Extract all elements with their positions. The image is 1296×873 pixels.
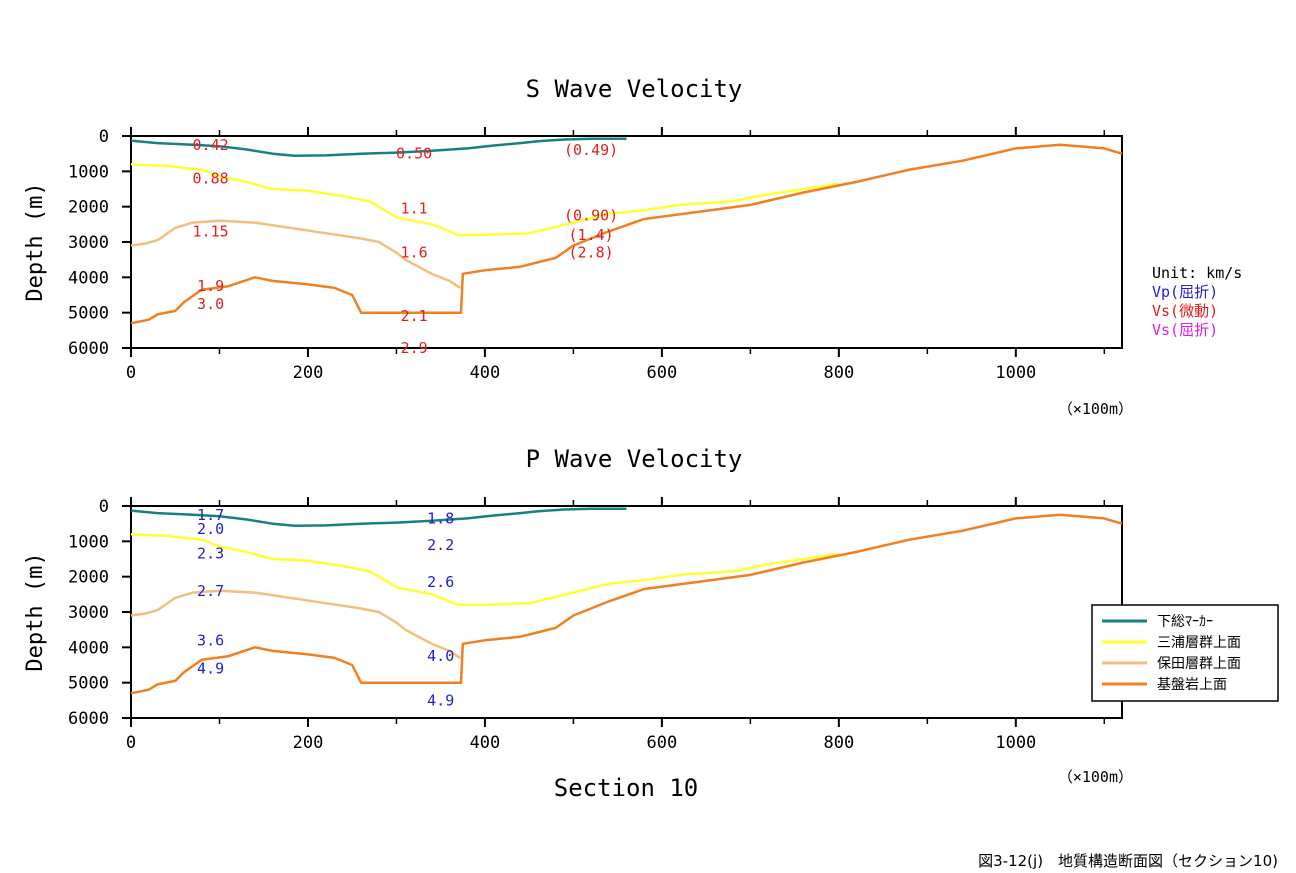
s-wave-velocity-label: (0.90) [564,207,618,225]
p-wave-x-tick-label: 800 [823,733,854,753]
p-wave-velocity-label: 4.9 [427,691,454,709]
s-wave-velocity-label: (1.4) [569,226,614,244]
p-wave-y-tick-label: 5000 [68,674,109,694]
s-wave-series-layer [130,137,1123,325]
s-wave-y-tick-label: 0 [99,127,109,147]
s-wave-y-tick-label: 6000 [68,339,109,359]
p-wave-x-tick-label: 200 [293,733,324,753]
s-wave-title: S Wave Velocity [526,75,743,103]
p-wave-series-line-2 [130,589,461,659]
p-wave-velocity-label: 2.3 [197,545,224,563]
s-wave-x-tick-label: 400 [470,363,501,383]
s-wave-plot-frame [130,135,1123,349]
s-wave-y-tick-label: 5000 [68,304,109,324]
s-wave-velocity-label: 2.9 [401,339,428,357]
p-wave-y-tick-label: 4000 [68,638,109,658]
p-wave-x-tick-label: 1000 [995,733,1036,753]
p-wave-ylabel: Depth (m) [23,552,48,671]
p-wave-series-line-3 [130,513,1123,695]
p-wave-x-unit: （×100m） [1058,768,1133,786]
legend-label: 基盤岩上面 [1157,676,1227,693]
p-wave-series-layer [130,507,1123,695]
p-wave-velocity-label: 4.0 [427,647,454,665]
p-wave-velocity-label: 2.2 [427,536,454,554]
p-wave-annotation-layer: 1.72.0 1.8 2.2 2.3 2.6 2.7 3.6 4.0 4.9 4.9 [197,506,454,710]
s-wave-series-line-1 [130,163,840,237]
p-wave-y-tick-label: 6000 [68,709,109,729]
unit-label: Unit: km/s [1152,264,1242,282]
s-wave-x-tick-label: 0 [126,363,136,383]
legend-label: 下総ﾏｰｶｰ [1157,614,1213,630]
p-wave-series-line-1 [130,533,840,607]
p-wave-panel: P Wave Velocity 1.72.0 1.8 2.2 2.3 2.6 2.7 3.6… [23,445,1133,802]
p-wave-axis-layer: 0 200 400 600 800 1000 0 1000 2000 3000 4000 5000 60… [68,497,1106,753]
s-wave-velocity-label: (0.49) [564,141,618,159]
s-wave-x-tick-label: 200 [293,363,324,383]
s-wave-series-line-2 [130,219,461,289]
vs-microtremor-key: Vs(微動) [1152,302,1218,320]
s-wave-velocity-label: 1.6 [401,244,428,262]
s-wave-ylabel: Depth (m) [23,182,48,301]
s-wave-velocity-label: 2.1 [401,307,428,325]
s-wave-velocity-label: 0.50 [396,145,432,163]
s-wave-velocity-label: 3.0 [197,295,224,313]
s-wave-axis-layer: 0 200 400 600 800 1000 0 1000 2000 3000 4000 5000 60… [68,127,1106,383]
s-wave-velocity-label: 0.42 [193,136,229,154]
s-wave-series-line-3 [130,143,1123,325]
s-wave-velocity-label: 1.9 [197,277,224,295]
s-wave-x-unit: （×100m） [1058,400,1133,418]
p-wave-series-line-0 [130,507,627,528]
p-wave-x-tick-label: 600 [647,733,678,753]
p-wave-velocity-label: 1.7 [197,506,224,524]
p-wave-x-tick-label: 400 [470,733,501,753]
s-wave-annotation-layer: 0.42 0.50 (0.49) 0.88 1.1 (0.90) 1.15 (1.4) 1.6 (… [193,136,619,357]
s-wave-y-tick-label: 2000 [68,198,109,218]
s-wave-panel: S Wave Velocity 0.42 0.50 (0.49) 0.88 1.1 (0.… [23,75,1133,418]
p-wave-velocity-label: 1.8 [427,509,454,527]
s-wave-y-tick-label: 3000 [68,233,109,253]
p-wave-y-tick-label: 0 [99,497,109,517]
vs-refraction-key: Vs(屈折) [1152,321,1218,339]
s-wave-x-tick-label: 800 [823,363,854,383]
p-wave-y-tick-label: 2000 [68,568,109,588]
p-wave-velocity-label: 4.9 [197,660,224,678]
s-wave-velocity-label: 1.1 [401,199,428,217]
s-wave-y-tick-label: 4000 [68,268,109,288]
legend-label: 三浦層群上面 [1157,635,1241,651]
p-wave-plot-frame [130,505,1123,719]
p-wave-x-tick-label: 0 [126,733,136,753]
figure-caption: 図3-12(j) 地質構造断面図（セクション10) [978,852,1278,870]
p-wave-velocity-label: 2.7 [197,582,224,600]
p-wave-velocity-label: 2.0 [197,520,224,538]
p-wave-y-tick-label: 1000 [68,532,109,552]
vp-refraction-key: Vp(屈折) [1152,283,1218,301]
p-wave-title: P Wave Velocity [526,445,743,473]
p-wave-velocity-label: 3.6 [197,631,224,649]
s-wave-velocity-label: (2.8) [569,244,614,262]
s-wave-y-tick-label: 1000 [68,162,109,182]
s-wave-x-tick-label: 600 [647,363,678,383]
p-wave-velocity-label: 2.6 [427,573,454,591]
s-wave-velocity-label: 0.88 [193,169,229,187]
unit-key: Unit: km/s Vp(屈折) Vs(微動) Vs(屈折) [1152,264,1242,339]
s-wave-series-line-0 [130,137,627,158]
legend-label: 保田層群上面 [1157,656,1241,672]
section-xlabel: Section 10 [554,774,699,802]
p-wave-y-tick-label: 3000 [68,603,109,623]
s-wave-velocity-label: 1.15 [193,222,229,240]
s-wave-x-tick-label: 1000 [995,363,1036,383]
